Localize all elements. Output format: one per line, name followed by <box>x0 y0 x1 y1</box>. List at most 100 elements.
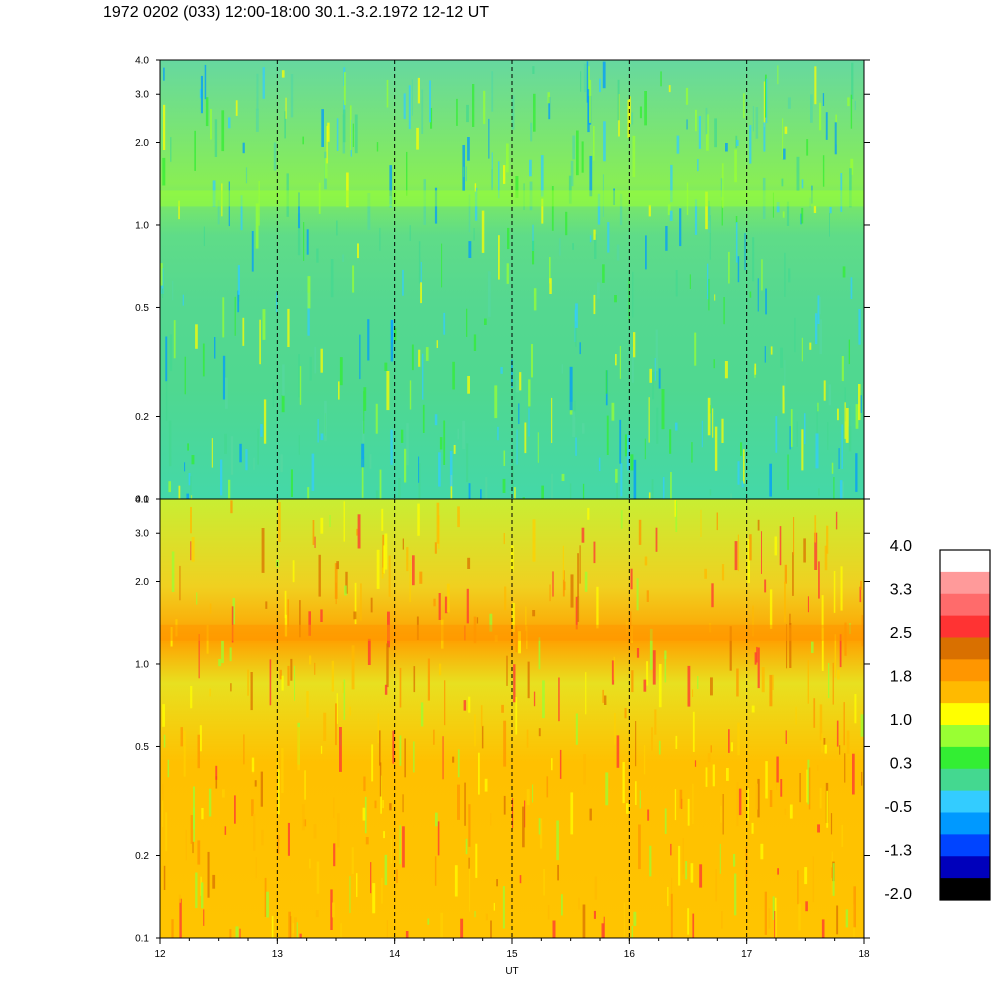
spectrogram-streak <box>512 798 514 829</box>
spectrogram-streak <box>354 114 358 154</box>
spectrogram-streak <box>654 709 657 735</box>
spectrogram-streak <box>669 429 672 454</box>
spectrogram-streak <box>689 274 691 289</box>
spectrogram-streak <box>496 879 498 887</box>
spectrogram-streak <box>751 705 755 713</box>
spectrogram-streak <box>743 449 745 484</box>
spectrogram-streak <box>292 560 295 583</box>
spectrogram-streak <box>190 507 192 534</box>
spectrogram-streak <box>466 443 469 483</box>
spectrogram-streak <box>211 438 213 468</box>
spectrogram-streak <box>667 204 671 216</box>
spectrogram-streak <box>507 227 510 250</box>
y-tick-label: 0.1 <box>135 934 149 945</box>
spectrogram-streak <box>582 423 585 434</box>
spectrogram-streak <box>369 454 372 469</box>
spectrogram-streak <box>765 288 767 315</box>
spectrogram-streak <box>772 896 775 920</box>
y-tick-label: 3.0 <box>135 90 149 101</box>
spectrogram-streak <box>386 920 388 938</box>
spectrogram-streak <box>231 606 234 643</box>
spectrogram-streak <box>541 198 544 224</box>
spectrogram-streak <box>533 93 536 132</box>
spectrogram-streak <box>433 598 436 607</box>
spectrogram-streak <box>532 224 534 251</box>
spectrogram-streak <box>835 511 838 530</box>
spectrogram-streak <box>441 243 443 288</box>
spectrogram-streak <box>457 428 459 440</box>
spectrogram-streak <box>463 700 467 711</box>
spectrogram-streak <box>661 389 665 430</box>
spectrogram-streak <box>755 783 758 810</box>
spectrogram-streak <box>632 135 636 178</box>
spectrogram-streak <box>593 541 596 564</box>
spectrogram-streak <box>481 210 485 253</box>
spectrogram-streak <box>225 377 228 409</box>
spectrogram-streak <box>160 263 163 286</box>
upper-panel: 0.1 0.2 0.5 1.0 2.0 3.0 4.0 <box>135 56 870 506</box>
spectrogram-streak <box>806 769 809 803</box>
spectrogram-streak <box>178 200 180 220</box>
spectrogram-streak <box>685 87 689 105</box>
spectrogram-streak <box>649 368 652 383</box>
spectrogram-streak <box>438 452 441 487</box>
spectrogram-streak <box>660 71 662 87</box>
spectrogram-streak <box>228 117 231 129</box>
spectrogram-streak <box>817 764 819 772</box>
spectrogram-streak <box>434 856 437 886</box>
spectrogram-streak <box>597 193 601 225</box>
spectrogram-streak <box>749 291 752 298</box>
spectrogram-streak <box>376 142 379 152</box>
spectrogram-streak <box>522 497 525 499</box>
lower-panel-time-markers <box>276 499 748 938</box>
spectrogram-streak <box>260 424 263 437</box>
spectrogram-streak <box>841 481 844 499</box>
spectrogram-streak <box>197 734 200 769</box>
spectrogram-streak <box>829 212 830 237</box>
spectrogram-streak <box>780 779 783 797</box>
colorbar-swatch <box>940 615 990 639</box>
spectrogram-streak <box>714 118 717 148</box>
spectrogram-streak <box>526 729 529 748</box>
spectrogram-streak <box>372 883 376 914</box>
spectrogram-streak <box>624 708 627 719</box>
spectrogram-streak <box>251 231 254 272</box>
spectrogram-streak <box>823 380 826 401</box>
spectrogram-streak <box>841 424 843 469</box>
spectrogram-streak <box>242 317 245 346</box>
spectrogram-streak <box>354 582 357 625</box>
spectrogram-streak <box>547 905 550 920</box>
spectrogram-streak <box>346 172 349 208</box>
spectrogram-streak <box>476 617 479 624</box>
spectrogram-streak <box>374 800 377 809</box>
x-tick-label: 14 <box>389 949 401 960</box>
spectrogram-streak <box>356 873 358 897</box>
spectrogram-streak <box>776 202 780 213</box>
spectrogram-streak <box>583 754 587 785</box>
colorbar-label: 2.5 <box>890 625 912 642</box>
spectrogram-streak <box>769 589 773 629</box>
colorbar-label: 3.3 <box>890 582 912 599</box>
spectrogram-streak <box>513 367 516 403</box>
spectrogram-streak <box>540 155 544 197</box>
spectrogram-streak <box>182 294 184 306</box>
spectrogram-streak <box>264 877 267 917</box>
spectrogram-streak <box>701 420 703 448</box>
lower-panel-texture <box>160 499 864 938</box>
spectrogram-streak <box>830 813 833 835</box>
spectrogram-streak <box>427 918 430 925</box>
spectrogram-streak <box>626 434 630 471</box>
spectrogram-streak <box>409 560 411 603</box>
spectrogram-streak <box>602 689 604 703</box>
spectrogram-streak <box>734 541 738 571</box>
spectrogram-streak <box>548 97 551 120</box>
spectrogram-streak <box>575 303 578 328</box>
colorbar-swatch <box>940 856 990 879</box>
spectrogram-streak <box>632 271 634 318</box>
spectrogram-streak <box>502 886 505 929</box>
spectrogram-streak <box>377 713 380 744</box>
spectrogram-streak <box>466 588 469 624</box>
spectrogram-streak <box>602 264 605 283</box>
spectrogram-streak <box>633 911 637 926</box>
spectrogram-streak <box>575 321 577 347</box>
